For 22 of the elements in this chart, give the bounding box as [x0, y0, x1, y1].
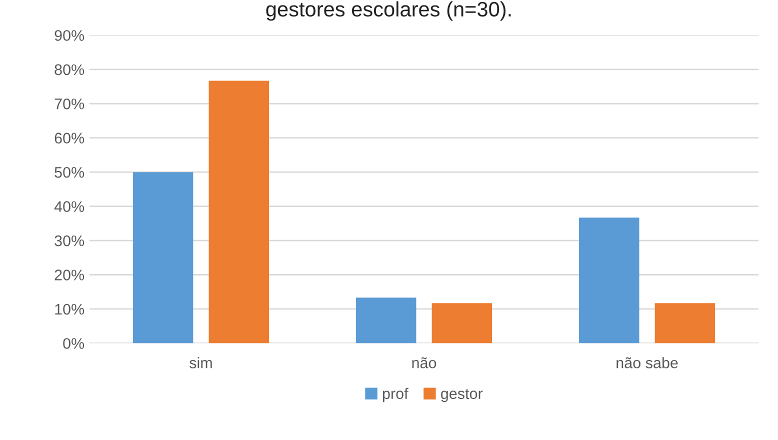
y-tick-label: 0% [63, 338, 84, 349]
bar [208, 80, 270, 344]
bar [356, 298, 416, 344]
bar [432, 303, 492, 344]
y-tick-label: 80% [54, 64, 84, 76]
bar [654, 303, 716, 344]
y-tick-label: 40% [54, 201, 84, 212]
legend-label: gestor [441, 389, 483, 402]
x-tick-label: sim [190, 357, 212, 368]
y-tick-label: 50% [54, 166, 84, 178]
chart-title: gestores escolares (n=30). [266, 1, 511, 21]
y-tick-label: 90% [54, 30, 84, 41]
y-tick-label: 10% [55, 304, 84, 315]
bar [132, 172, 194, 344]
x-tick-label: não [412, 357, 436, 368]
y-tick-label: 60% [54, 132, 84, 144]
bar [579, 218, 640, 344]
y-tick-label: 20% [54, 270, 84, 280]
y-tick-label: 30% [54, 235, 84, 246]
y-tick-label: 70% [54, 98, 84, 110]
legend-label: prof [382, 388, 408, 402]
x-tick-label: não sabe [616, 357, 678, 368]
